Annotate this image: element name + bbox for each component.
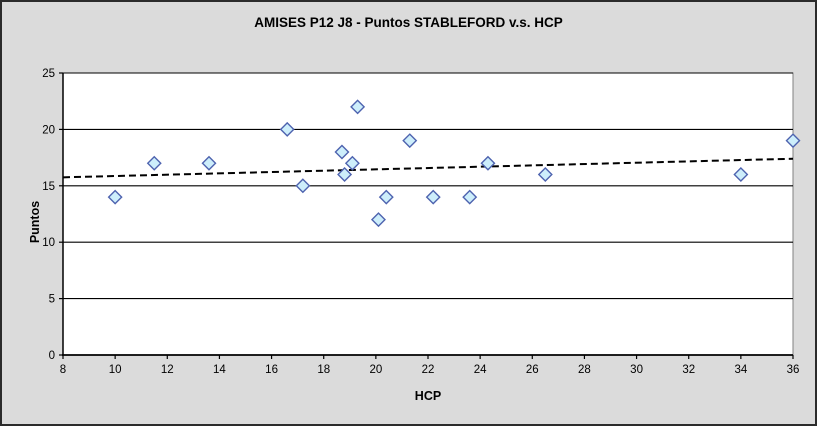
y-tick-label-10: 10 <box>42 237 55 249</box>
y-tick-label-20: 20 <box>42 124 55 136</box>
y-tick-label-5: 5 <box>49 294 55 306</box>
y-tick-label-0: 0 <box>49 350 55 362</box>
chart-title: AMISES P12 J8 - Puntos STABLEFORD v.s. H… <box>254 15 563 30</box>
trendline <box>62 157 794 179</box>
x-tick-label-24: 24 <box>474 364 487 376</box>
data-point-marker <box>733 167 749 183</box>
x-tick-label-10: 10 <box>109 364 122 376</box>
data-point-marker <box>785 133 801 149</box>
x-tick-label-18: 18 <box>317 364 330 376</box>
y-tick-label-25: 25 <box>42 68 55 80</box>
data-point-marker <box>537 167 553 183</box>
x-tick-label-32: 32 <box>682 364 695 376</box>
data-point-marker <box>344 155 360 171</box>
data-point-marker <box>480 155 496 171</box>
data-point-marker <box>350 99 366 115</box>
y-tick-label-15: 15 <box>42 181 55 193</box>
data-point-marker <box>201 155 217 171</box>
data-point-marker <box>146 155 162 171</box>
x-tick-label-8: 8 <box>60 364 66 376</box>
x-tick-label-14: 14 <box>213 364 226 376</box>
x-tick-label-22: 22 <box>422 364 435 376</box>
x-tick-label-20: 20 <box>369 364 382 376</box>
x-tick-label-26: 26 <box>526 364 539 376</box>
x-tick-label-34: 34 <box>734 364 747 376</box>
data-point-marker <box>107 189 123 205</box>
data-point-marker <box>402 133 418 149</box>
x-tick-label-16: 16 <box>265 364 278 376</box>
data-point-marker <box>279 121 295 137</box>
data-point-marker <box>334 144 350 160</box>
x-axis-title: HCP <box>414 389 442 403</box>
data-point-marker <box>370 212 386 228</box>
data-point-marker <box>295 178 311 194</box>
x-tick-label-30: 30 <box>630 364 643 376</box>
data-point-marker <box>337 167 353 183</box>
data-point-marker <box>425 189 441 205</box>
data-point-marker <box>378 189 394 205</box>
plot-area <box>62 72 794 356</box>
x-tick-label-36: 36 <box>787 364 800 376</box>
x-tick-label-12: 12 <box>161 364 174 376</box>
data-point-marker <box>462 189 478 205</box>
x-tick-label-28: 28 <box>578 364 591 376</box>
